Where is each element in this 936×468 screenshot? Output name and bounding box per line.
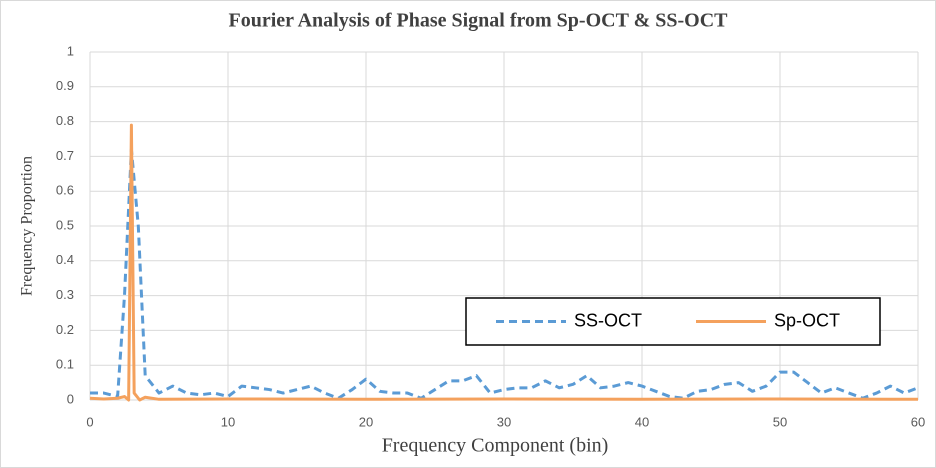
x-tick-label: 20 — [359, 414, 373, 429]
y-tick-label: 1 — [67, 43, 74, 58]
series-line — [90, 147, 919, 400]
chart-title: Fourier Analysis of Phase Signal from Sp… — [229, 10, 729, 32]
x-tick-label: 0 — [86, 414, 93, 429]
legend-label: SS-OCT — [574, 310, 642, 330]
series-line — [89, 123, 919, 402]
y-tick-label: 0.7 — [56, 148, 74, 163]
y-axis-title: Frequency Proportion — [19, 156, 36, 296]
x-tick-label: 60 — [911, 414, 925, 429]
y-tick-label: 0.4 — [56, 252, 74, 267]
x-tick-label: 30 — [497, 414, 511, 429]
y-tick-label: 0.2 — [56, 322, 74, 337]
y-tick-label: 0.1 — [56, 357, 74, 372]
y-tick-label: 0 — [67, 391, 74, 406]
x-tick-label: 10 — [221, 414, 235, 429]
y-tick-label: 0.5 — [56, 217, 74, 232]
legend-label: Sp-OCT — [774, 310, 840, 330]
x-tick-label: 50 — [773, 414, 787, 429]
y-tick-label: 0.9 — [56, 78, 74, 93]
x-axis-title: Frequency Component (bin) — [382, 435, 609, 457]
y-tick-label: 0.3 — [56, 287, 74, 302]
y-tick-label: 0.8 — [56, 113, 74, 128]
y-tick-label: 0.6 — [56, 183, 74, 198]
x-tick-label: 40 — [635, 414, 649, 429]
